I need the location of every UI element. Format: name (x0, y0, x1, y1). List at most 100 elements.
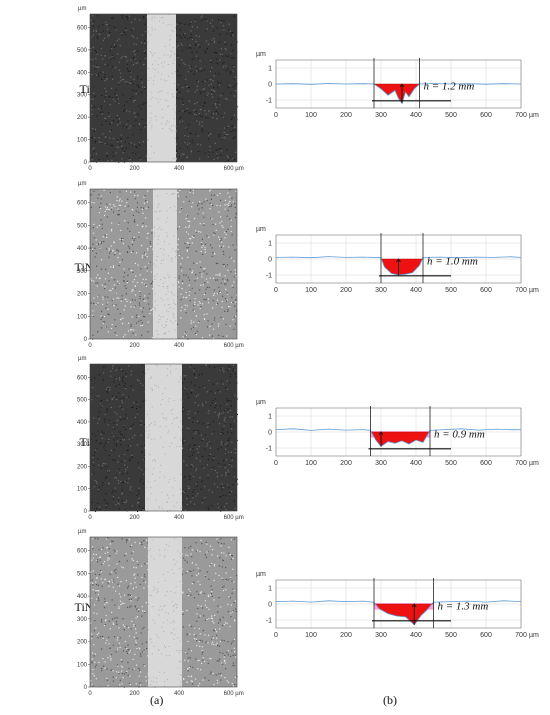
profile-chart: h = 0.9 mm µm 1 0 -1 0 100 200 300 400 500 600 700 µm (248, 350, 550, 522)
x-tick-label: 100 (305, 112, 317, 119)
y-tick-label: 600 (77, 549, 88, 555)
x-tick-label: 200 (130, 515, 141, 521)
y-tick-label: 600 (77, 375, 88, 381)
x-tick-label: 700 (515, 632, 527, 639)
x-unit-label: µm (529, 287, 539, 294)
y-tick-label: 0 (268, 257, 272, 264)
depth-label: h = 1.0 mm (427, 256, 478, 268)
micrograph-frame (89, 188, 238, 340)
micrograph: µm 0 100 200 300 400 500 600 0 200 400 600 µm (70, 175, 245, 349)
y-tick-label: 1 (268, 66, 272, 73)
profile-line (275, 256, 522, 276)
depth-label: h = 1.3 mm (438, 601, 489, 613)
y-tick-label: 400 (77, 246, 88, 252)
y-tick-label: 100 (77, 314, 88, 320)
x-tick-label: 100 (305, 632, 317, 639)
y-tick-label: 500 (77, 571, 88, 577)
x-tick-label: 200 (340, 632, 352, 639)
x-tick-label: 0 (88, 515, 92, 521)
x-tick-label: 400 (174, 515, 185, 521)
y-tick-label: 200 (77, 464, 88, 470)
x-tick-label: 600 µm (224, 343, 244, 349)
micrograph-frame (89, 536, 238, 688)
x-tick-label: 600 (480, 632, 492, 639)
x-tick-label: 600 µm (224, 515, 244, 521)
depth-arrowhead (396, 258, 401, 263)
row-ticn-6-8: TiCN 6.8 µm01002003004005006000200400600… (0, 350, 550, 522)
x-tick-label: 0 (274, 287, 278, 294)
y-tick-label: -1 (266, 618, 272, 625)
x-tick-label: 600 µm (224, 166, 244, 172)
x-tick-label: 300 (375, 112, 387, 119)
x-tick-label: 0 (274, 632, 278, 639)
x-tick-label: 600 (480, 460, 492, 467)
wear-track (147, 14, 176, 162)
y-tick-label: 300 (77, 617, 88, 623)
wear-track-texture (148, 538, 183, 688)
micrograph-svg: µm 0 100 200 300 400 500 600 0 200 400 600 µm (77, 529, 244, 697)
depth-arrowhead (378, 431, 384, 436)
row-ticn-5-8: TiCN 5.8 µm01002003004005006000200400600… (0, 0, 550, 172)
x-tick-label: 200 (340, 460, 352, 467)
x-tick-label: 700 (515, 287, 527, 294)
x-tick-label: 0 (88, 691, 92, 697)
depth-arrowhead (411, 603, 417, 608)
y-tick-label: 0 (84, 160, 88, 166)
y-tick-label: 500 (77, 223, 88, 229)
micrograph-frame (89, 13, 238, 163)
x-tick-label: 0 (88, 166, 92, 172)
x-tick-label: 200 (340, 112, 352, 119)
x-tick-label: 100 (305, 287, 317, 294)
y-tick-label: 600 (77, 201, 88, 207)
y-tick-label: 1 (268, 586, 272, 593)
y-tick-label: -1 (266, 98, 272, 105)
caption-b: (b) (383, 693, 397, 707)
x-tick-label: 0 (88, 343, 92, 349)
y-tick-label: 400 (77, 420, 88, 426)
y-tick-label: 1 (268, 414, 272, 421)
y-tick-label: 1 (268, 241, 272, 248)
x-tick-label: 400 (410, 287, 422, 294)
micrograph-svg: µm 0 100 200 300 400 500 600 0 200 400 600 µm (77, 356, 244, 521)
y-unit-label: µm (78, 529, 86, 535)
y-tick-label: 0 (268, 430, 272, 437)
y-tick-label: 0 (268, 82, 272, 89)
x-tick-label: 400 (174, 343, 185, 349)
profile-chart: h = 1.0 mm µm 1 0 -1 0 100 200 300 400 500 600 700 µm (248, 175, 550, 347)
y-tick-label: 300 (77, 269, 88, 275)
y-tick-label: 500 (77, 48, 88, 54)
x-unit-label: µm (529, 112, 539, 119)
x-tick-label: 400 (174, 691, 185, 697)
x-tick-label: 600 (480, 287, 492, 294)
x-tick-label: 0 (274, 460, 278, 467)
x-tick-label: 700 (515, 460, 527, 467)
y-tick-label: 300 (77, 93, 88, 99)
x-tick-label: 700 (515, 112, 527, 119)
x-unit-label: µm (529, 460, 539, 467)
x-tick-label: 200 (130, 691, 141, 697)
micrograph: µm 0 100 200 300 400 500 600 0 200 400 600 µm (70, 525, 245, 697)
x-tick-label: 0 (274, 112, 278, 119)
y-tick-label: 0 (84, 337, 88, 343)
plot-frame (275, 579, 522, 629)
y-unit-label: µm (256, 399, 266, 406)
y-tick-label: 100 (77, 487, 88, 493)
profile-chart: h = 1.3 mm µm 1 0 -1 0 100 200 300 400 500 600 700 µm (248, 525, 550, 697)
micrograph-frame (89, 363, 238, 512)
wear-track (145, 364, 182, 511)
caption-a: (a) (150, 693, 164, 707)
wear-track-texture (147, 14, 177, 160)
micrograph-svg: µm 0 100 200 300 400 500 600 0 200 400 600 µm (77, 6, 244, 172)
y-tick-label: -1 (266, 446, 272, 453)
x-tick-label: 300 (375, 632, 387, 639)
y-unit-label: µm (78, 181, 86, 187)
y-unit-label: µm (256, 571, 266, 578)
x-tick-label: 200 (130, 343, 141, 349)
row-tinag-6-8: TiN:Ag 6.8 µm010020030040050060002004006… (0, 525, 550, 697)
depth-arrowhead (399, 83, 405, 88)
y-unit-label: µm (78, 6, 86, 12)
